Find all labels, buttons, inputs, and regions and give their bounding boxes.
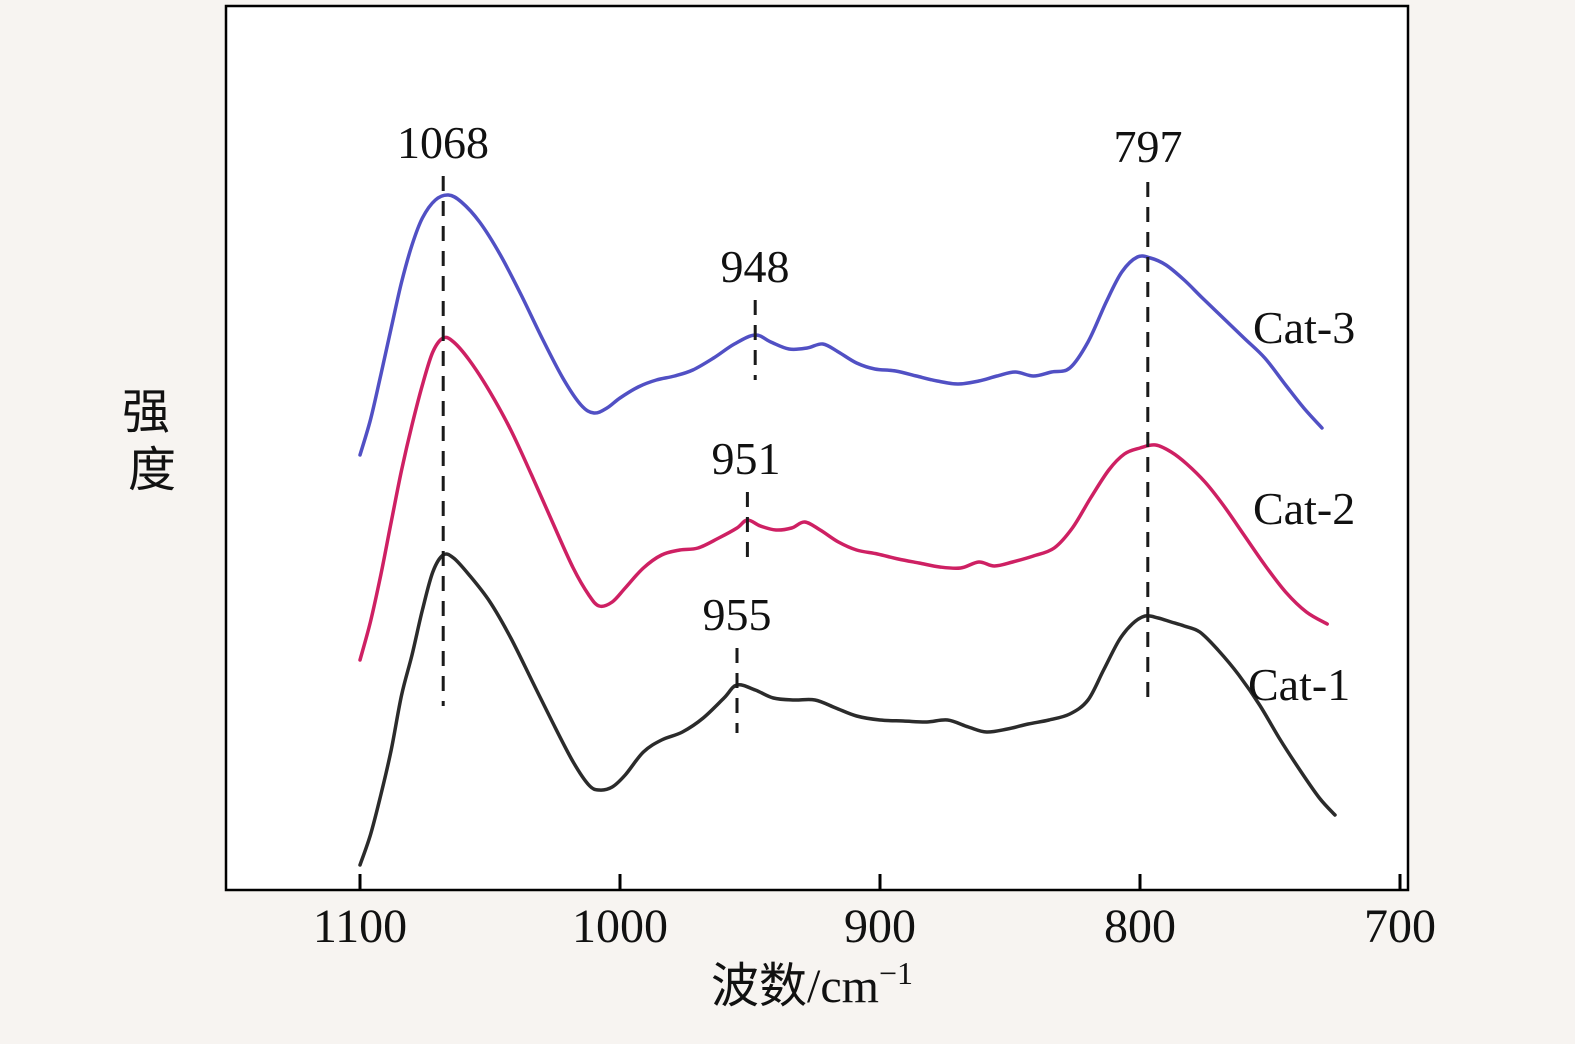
peak-label-1068: 1068 (397, 117, 489, 168)
series-label-cat-2: Cat-2 (1253, 483, 1355, 534)
y-axis-label: 强 度 (122, 386, 182, 497)
peak-label-951: 951 (712, 433, 781, 484)
plot-area (224, 4, 1410, 892)
peak-label-948: 948 (721, 241, 790, 292)
x-tick-label-1100: 1100 (313, 900, 407, 953)
peak-label-797: 797 (1114, 121, 1183, 172)
peak-label-955: 955 (703, 589, 772, 640)
x-tick-label-700: 700 (1364, 900, 1436, 953)
series-label-cat-3: Cat-3 (1253, 302, 1355, 353)
x-tick-label-900: 900 (844, 900, 916, 953)
curves-group (358, 193, 1337, 867)
x-axis-label: 波数/cm−1 (711, 955, 913, 1013)
annotation-lines-group (441, 176, 1150, 733)
series-label-cat-1: Cat-1 (1248, 659, 1350, 710)
curve-cat-1 (358, 552, 1337, 867)
x-ticks-group (358, 874, 1402, 890)
x-tick-label-1000: 1000 (572, 900, 668, 953)
x-tick-label-800: 800 (1104, 900, 1176, 953)
curve-cat-3 (358, 193, 1324, 457)
curve-cat-2 (358, 335, 1329, 662)
